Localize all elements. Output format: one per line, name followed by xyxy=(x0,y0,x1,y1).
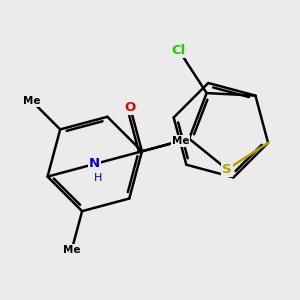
Text: Me: Me xyxy=(23,96,41,106)
Text: Me: Me xyxy=(172,136,189,146)
Text: N: N xyxy=(89,158,100,170)
Text: S: S xyxy=(222,163,232,176)
Text: Cl: Cl xyxy=(172,44,186,57)
Text: O: O xyxy=(124,101,136,114)
Text: H: H xyxy=(94,173,102,183)
Text: Me: Me xyxy=(63,245,80,255)
